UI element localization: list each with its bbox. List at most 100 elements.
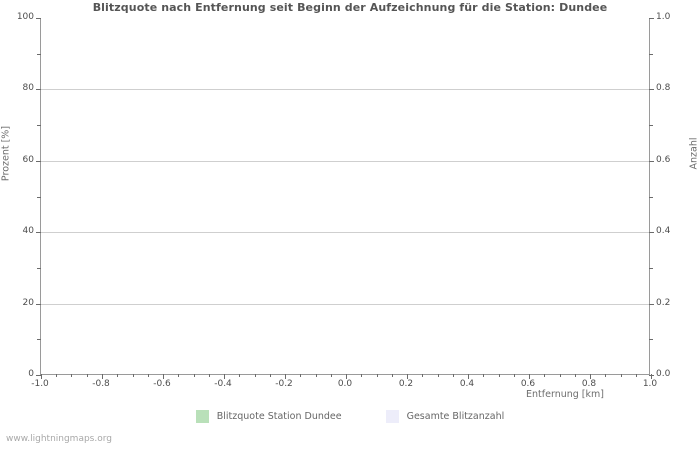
series-svg bbox=[41, 18, 651, 375]
x-tick-label: 0.4 bbox=[459, 379, 475, 389]
y-tick-minor-left bbox=[37, 125, 41, 126]
y-tick-major-left bbox=[36, 232, 41, 233]
y-tick-major-right bbox=[649, 304, 654, 305]
x-tick-minor bbox=[636, 374, 637, 377]
y-tick-label-right: 1.0 bbox=[656, 12, 671, 22]
x-tick-minor bbox=[438, 374, 439, 377]
y-tick-major-left bbox=[36, 161, 41, 162]
x-tick-label: -0.6 bbox=[153, 379, 171, 389]
gridline bbox=[41, 89, 649, 90]
x-tick-label: -0.2 bbox=[275, 379, 293, 389]
y-tick-minor-right bbox=[649, 339, 653, 340]
x-tick-minor bbox=[483, 374, 484, 377]
y-tick-minor-right bbox=[649, 197, 653, 198]
x-tick-minor bbox=[255, 374, 256, 377]
x-tick-label: -0.4 bbox=[214, 379, 232, 389]
y-tick-minor-right bbox=[649, 125, 653, 126]
y-tick-minor-left bbox=[37, 54, 41, 55]
x-tick-major bbox=[468, 374, 469, 379]
x-tick-minor bbox=[71, 374, 72, 377]
y-tick-label-left: 20 bbox=[22, 297, 34, 308]
legend-item[interactable]: Gesamte Blitzanzahl bbox=[385, 410, 505, 423]
x-tick-minor bbox=[544, 374, 545, 377]
x-tick-minor bbox=[392, 374, 393, 377]
y-tick-major-right bbox=[649, 161, 654, 162]
x-tick-label: -1.0 bbox=[31, 379, 49, 389]
y-tick-minor-left bbox=[37, 268, 41, 269]
y-tick-label-right: 0.8 bbox=[656, 83, 671, 94]
x-tick-minor bbox=[621, 374, 622, 377]
y-tick-label-left: 100 bbox=[16, 12, 34, 22]
plot-area bbox=[36, 18, 654, 379]
y-tick-major-right bbox=[649, 89, 654, 90]
y-tick-label-left: 60 bbox=[22, 154, 34, 165]
x-tick-minor bbox=[56, 374, 57, 377]
x-tick-label: 0.6 bbox=[520, 379, 536, 389]
x-tick-minor bbox=[194, 374, 195, 377]
x-tick-minor bbox=[316, 374, 317, 377]
chart-title: Blitzquote nach Entfernung seit Beginn d… bbox=[92, 1, 608, 14]
x-tick-major bbox=[651, 374, 652, 379]
series-data-layer bbox=[41, 18, 649, 374]
legend-item-label: Gesamte Blitzanzahl bbox=[406, 411, 505, 422]
x-tick-major bbox=[590, 374, 591, 379]
footer-watermark: www.lightningmaps.org bbox=[6, 434, 112, 444]
chart-legend: Blitzquote Station Dundee Gesamte Blitza… bbox=[0, 410, 700, 423]
x-tick-label: 0.8 bbox=[581, 379, 597, 389]
x-tick-minor bbox=[133, 374, 134, 377]
x-axis-title: Entfernung [km] bbox=[526, 389, 604, 400]
legend-item-label: Blitzquote Station Dundee bbox=[216, 411, 342, 422]
x-tick-minor bbox=[361, 374, 362, 377]
x-tick-label: 0.2 bbox=[398, 379, 414, 389]
x-tick-label: -0.8 bbox=[92, 379, 110, 389]
x-tick-minor bbox=[605, 374, 606, 377]
legend-swatch-icon bbox=[385, 410, 399, 423]
gridline bbox=[41, 232, 649, 233]
x-tick-label: 0.0 bbox=[337, 379, 353, 389]
y-tick-label-right: 0.2 bbox=[656, 297, 671, 308]
y-tick-major-left bbox=[36, 89, 41, 90]
x-tick-minor bbox=[514, 374, 515, 377]
x-tick-minor bbox=[209, 374, 210, 377]
x-tick-major bbox=[163, 374, 164, 379]
x-tick-minor bbox=[499, 374, 500, 377]
y-tick-minor-right bbox=[649, 268, 653, 269]
x-tick-label: 1.0 bbox=[642, 379, 658, 389]
x-tick-minor bbox=[377, 374, 378, 377]
y-axis-title-right: Anzahl bbox=[688, 137, 700, 170]
x-tick-minor bbox=[331, 374, 332, 377]
x-tick-major bbox=[224, 374, 225, 379]
y-axis-title-left: Prozent [%] bbox=[0, 125, 12, 182]
x-tick-minor bbox=[239, 374, 240, 377]
x-tick-major bbox=[346, 374, 347, 379]
y-tick-major-left bbox=[36, 304, 41, 305]
y-tick-major-right bbox=[649, 18, 654, 19]
legend-swatch-icon bbox=[195, 410, 209, 423]
x-tick-minor bbox=[560, 374, 561, 377]
x-tick-minor bbox=[148, 374, 149, 377]
x-tick-major bbox=[41, 374, 42, 379]
y-tick-minor-right bbox=[649, 54, 653, 55]
y-tick-label-right: 0.6 bbox=[656, 154, 671, 165]
y-tick-major-left bbox=[36, 375, 41, 376]
y-tick-label-left: 80 bbox=[22, 83, 34, 94]
legend-item[interactable]: Blitzquote Station Dundee bbox=[195, 410, 342, 423]
x-tick-minor bbox=[575, 374, 576, 377]
x-tick-major bbox=[285, 374, 286, 379]
y-tick-major-right bbox=[649, 232, 654, 233]
x-tick-major bbox=[102, 374, 103, 379]
y-tick-minor-left bbox=[37, 197, 41, 198]
gridline bbox=[41, 161, 649, 162]
x-tick-minor bbox=[453, 374, 454, 377]
x-tick-minor bbox=[117, 374, 118, 377]
y-tick-label-left: 40 bbox=[22, 226, 34, 237]
x-tick-minor bbox=[270, 374, 271, 377]
y-tick-label-right: 0.0 bbox=[656, 369, 671, 379]
x-tick-minor bbox=[422, 374, 423, 377]
x-tick-major bbox=[529, 374, 530, 379]
y-tick-label-left: 0 bbox=[28, 369, 34, 379]
y-tick-minor-left bbox=[37, 339, 41, 340]
y-tick-label-right: 0.4 bbox=[656, 226, 671, 237]
x-tick-minor bbox=[87, 374, 88, 377]
x-tick-minor bbox=[178, 374, 179, 377]
